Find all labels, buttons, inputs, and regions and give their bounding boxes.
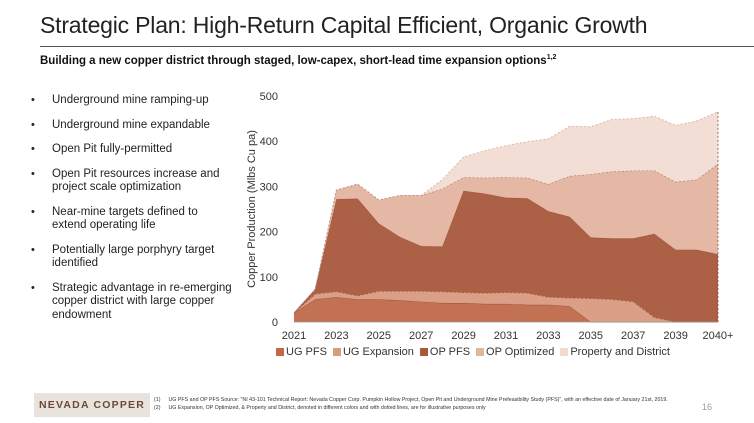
y-tick-label: 300	[260, 181, 278, 193]
chart-legend: UG PFS UG Expansion OP PFS OP Optimized Prop…	[276, 346, 670, 358]
y-tick-label: 500	[260, 91, 278, 103]
production-chart-svg: 0 100 200 300 400 500 2021 2023 2025 2027 2029 2031…	[246, 91, 734, 342]
x-tick-label: 2031	[494, 330, 518, 342]
legend-label: UG PFS	[286, 346, 327, 358]
x-tick-label: 2027	[409, 330, 433, 342]
area-edge-property-and-district	[293, 111, 719, 314]
footnote-1: (1) UG PFS and OP PFS Source: "NI 43-101 …	[154, 396, 668, 404]
page-number: 16	[702, 402, 713, 412]
legend-item: UG PFS	[276, 346, 327, 358]
legend-label: UG Expansion	[342, 346, 414, 358]
footnote-number: (1)	[154, 397, 161, 403]
footnotes: (1) UG PFS and OP PFS Source: "NI 43-101 …	[154, 396, 668, 412]
x-tick-label: 2037	[621, 330, 645, 342]
bullet-item: Potentially large porphyry target identi…	[30, 244, 235, 271]
bullet-item: Near-mine targets defined to extend oper…	[30, 206, 235, 233]
production-chart: 0 100 200 300 400 500 2021 2023 2025 2027 2029 2031…	[238, 86, 738, 366]
legend-item: UG Expansion	[332, 346, 414, 358]
y-tick-label: 200	[260, 227, 278, 239]
subtitle-text: Building a new copper district through s…	[40, 54, 547, 67]
x-tick-label: 2035	[579, 330, 603, 342]
footnote-number: (2)	[154, 405, 161, 411]
slide-title: Strategic Plan: High-Return Capital Effi…	[40, 12, 648, 38]
y-tick-label: 400	[260, 136, 278, 148]
slide-subtitle: Building a new copper district through s…	[40, 54, 556, 67]
bullet-item: Underground mine expandable	[30, 119, 235, 133]
y-tick-label: 0	[272, 317, 278, 329]
legend-label: OP Optimized	[486, 346, 555, 358]
x-tick-label: 2025	[367, 330, 391, 342]
legend-label: OP PFS	[429, 346, 471, 358]
x-tick-label: 2040+	[703, 330, 734, 342]
footnote-text: UG Expansion, OP Optimized, & Property a…	[168, 405, 486, 411]
bullet-item: Open Pit fully-permitted	[30, 143, 235, 157]
legend-swatch	[332, 348, 341, 356]
area-ug-pfs	[294, 297, 718, 322]
footnote-text: UG PFS and OP PFS Source: "NI 43-101 Tec…	[168, 397, 668, 403]
y-tick-label: 100	[260, 272, 278, 284]
nevada-copper-logo: NEVADA COPPER	[34, 393, 150, 417]
footnote-2: (2) UG Expansion, OP Optimized, & Propert…	[154, 404, 668, 412]
x-tick-label: 2023	[324, 330, 348, 342]
legend-label: Property and District	[570, 346, 670, 358]
area-op-optimized	[294, 163, 718, 313]
area-property-and-district	[294, 111, 718, 313]
legend-swatch	[476, 348, 485, 356]
bullet-item: Open Pit resources increase and project …	[30, 168, 235, 195]
x-tick-label: 2021	[282, 330, 306, 342]
legend-swatch	[560, 348, 569, 356]
bullet-item: Strategic advantage in re-emerging coppe…	[30, 282, 235, 323]
y-axis-label: Copper Production (Mlbs Cu pa)	[246, 130, 258, 288]
legend-swatch	[419, 348, 428, 356]
bullet-item: Underground mine ramping-up	[30, 94, 235, 108]
legend-item: Property and District	[560, 346, 670, 358]
subtitle-footnote-ref: 1,2	[546, 54, 557, 61]
area-ug-expansion	[294, 291, 718, 322]
legend-item: OP Optimized	[476, 346, 554, 358]
bullet-list: Underground mine ramping-up Underground …	[30, 94, 235, 322]
area-op-pfs	[294, 190, 718, 322]
legend-swatch	[276, 348, 284, 356]
x-tick-label: 2033	[536, 330, 560, 342]
legend-item: OP PFS	[419, 346, 471, 358]
x-tick-label: 2039	[663, 330, 687, 342]
title-divider	[40, 46, 754, 47]
x-tick-label: 2029	[451, 330, 475, 342]
